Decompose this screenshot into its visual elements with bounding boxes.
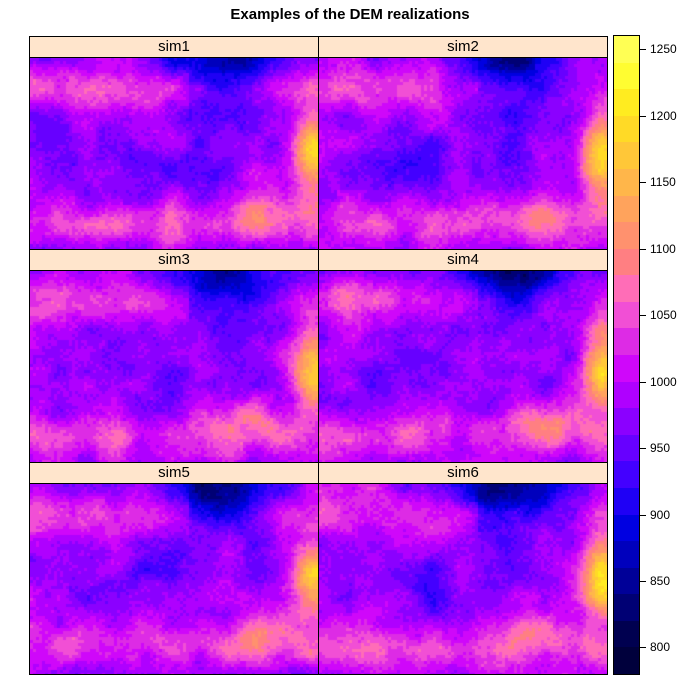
colorkey-segment bbox=[614, 620, 639, 648]
dem-raster-sim2 bbox=[319, 58, 607, 249]
colorkey-segment bbox=[614, 354, 639, 382]
panel-strip-sim1: sim1 bbox=[30, 37, 318, 58]
colorkey-segment bbox=[614, 513, 639, 542]
panel-sim5: sim5 bbox=[29, 462, 319, 675]
colorkey-segment bbox=[614, 460, 639, 488]
colorkey-tick bbox=[640, 115, 646, 117]
colorkey-tick bbox=[640, 248, 646, 250]
colorkey-segment bbox=[614, 62, 639, 90]
colorkey-segment bbox=[614, 248, 639, 276]
dem-raster-sim5 bbox=[30, 484, 318, 674]
colorkey-tick-label: 1150 bbox=[650, 175, 676, 190]
colorkey-segment bbox=[614, 141, 639, 169]
colorkey-segment bbox=[614, 487, 639, 515]
colorkey-tick bbox=[640, 381, 646, 383]
colorkey-tick-label: 800 bbox=[650, 640, 671, 655]
colorkey-tick bbox=[640, 580, 646, 582]
colorkey-tick-label: 1100 bbox=[650, 241, 676, 256]
colorkey-segment bbox=[614, 168, 639, 196]
colorkey-tick bbox=[640, 448, 646, 450]
chart-title: Examples of the DEM realizations bbox=[230, 6, 470, 23]
panel-strip-sim5: sim5 bbox=[30, 463, 318, 484]
panel-sim2: sim2 bbox=[318, 36, 608, 250]
panel-sim3: sim3 bbox=[29, 249, 319, 463]
colorkey-segment bbox=[614, 646, 639, 674]
colorkey-segment bbox=[614, 36, 639, 63]
colorkey-tick bbox=[640, 514, 646, 516]
dem-raster-sim6 bbox=[319, 484, 607, 674]
panel-sim1: sim1 bbox=[29, 36, 319, 250]
colorkey-segment bbox=[614, 593, 639, 621]
panel-strip-sim4: sim4 bbox=[319, 250, 607, 271]
colorkey-tick-label: 900 bbox=[650, 507, 671, 522]
panel-strip-sim6: sim6 bbox=[319, 463, 607, 484]
colorkey-segment bbox=[614, 115, 639, 143]
colorkey-tick bbox=[640, 315, 646, 317]
dem-raster-sim4 bbox=[319, 271, 607, 462]
panel-strip-sim3: sim3 bbox=[30, 250, 318, 271]
colorkey-tick bbox=[640, 49, 646, 51]
colorkey-segment bbox=[614, 407, 639, 435]
colorkey-tick-label: 1250 bbox=[650, 42, 677, 57]
colorkey-tick bbox=[640, 182, 646, 184]
colorkey-segment bbox=[614, 540, 639, 568]
colorkey-segment bbox=[614, 301, 639, 329]
colorkey-segment bbox=[614, 221, 639, 249]
panel-sim6: sim6 bbox=[318, 462, 608, 675]
colorkey-segment bbox=[614, 274, 639, 302]
colorkey-segment bbox=[614, 567, 639, 595]
colorkey-tick-label: 1000 bbox=[650, 374, 677, 389]
colorkey-segment bbox=[614, 88, 639, 116]
colorkey-segment bbox=[614, 434, 639, 462]
colorkey bbox=[613, 35, 640, 675]
panel-sim4: sim4 bbox=[318, 249, 608, 463]
panel-strip-sim2: sim2 bbox=[319, 37, 607, 58]
colorkey-segment bbox=[614, 381, 639, 409]
colorkey-segment bbox=[614, 194, 639, 223]
colorkey-tick-label: 950 bbox=[650, 441, 671, 456]
colorkey-tick bbox=[640, 647, 646, 649]
colorkey-segment bbox=[614, 327, 639, 355]
dem-raster-sim3 bbox=[30, 271, 318, 462]
colorkey-tick-label: 1200 bbox=[650, 108, 677, 123]
colorkey-tick-label: 1050 bbox=[650, 308, 677, 323]
colorkey-tick-label: 850 bbox=[650, 573, 671, 588]
dem-raster-sim1 bbox=[30, 58, 318, 249]
